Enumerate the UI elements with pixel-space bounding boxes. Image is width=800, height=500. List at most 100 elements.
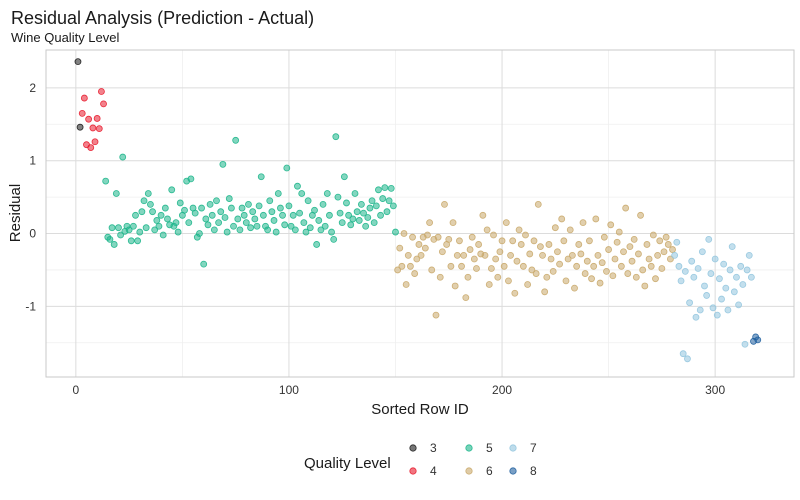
data-point xyxy=(524,281,532,288)
data-point xyxy=(649,231,657,239)
data-point xyxy=(298,190,306,197)
data-point xyxy=(319,200,327,208)
data-point xyxy=(138,208,146,216)
data-point xyxy=(630,235,638,243)
data-point xyxy=(332,133,340,141)
data-point xyxy=(647,262,655,270)
data-point xyxy=(568,251,576,259)
data-point xyxy=(507,251,514,259)
data-point xyxy=(125,226,133,234)
data-point xyxy=(411,270,419,277)
data-point xyxy=(605,246,612,253)
data-point xyxy=(196,230,203,237)
data-point xyxy=(453,251,461,259)
data-point xyxy=(100,100,107,108)
data-point xyxy=(579,219,587,227)
data-point xyxy=(745,251,753,259)
data-point xyxy=(709,304,717,312)
data-point xyxy=(407,262,414,270)
data-point xyxy=(285,202,293,210)
data-point xyxy=(641,282,649,290)
data-point xyxy=(594,251,602,259)
data-point xyxy=(445,235,453,243)
legend-label: 6 xyxy=(486,464,493,478)
chart-subtitle: Wine Quality Level xyxy=(11,30,119,45)
data-point xyxy=(112,190,120,197)
data-point xyxy=(187,175,195,183)
data-point xyxy=(159,231,167,239)
data-point xyxy=(417,251,425,259)
data-point xyxy=(739,281,747,288)
data-point xyxy=(387,184,395,192)
data-point xyxy=(692,313,700,321)
data-point xyxy=(294,182,301,190)
data-point xyxy=(733,273,740,281)
data-point xyxy=(449,219,457,227)
data-point xyxy=(694,265,702,272)
data-point xyxy=(645,255,653,263)
data-point xyxy=(720,260,728,268)
data-point xyxy=(724,306,732,314)
data-point xyxy=(110,241,118,248)
data-point xyxy=(684,355,691,363)
x-axis-title: Sorted Row ID xyxy=(371,401,469,418)
data-point xyxy=(626,243,634,251)
data-point xyxy=(91,138,99,146)
data-point xyxy=(566,226,574,234)
data-point xyxy=(306,224,314,232)
data-point xyxy=(149,208,156,216)
data-point xyxy=(707,270,715,277)
data-point xyxy=(247,224,254,232)
data-point xyxy=(519,262,527,270)
data-point xyxy=(726,266,734,274)
data-point xyxy=(102,177,110,185)
data-point xyxy=(590,262,598,270)
data-point xyxy=(208,211,216,219)
legend-label: 3 xyxy=(430,441,437,455)
legend-label: 8 xyxy=(530,464,537,478)
data-point xyxy=(517,241,525,248)
data-point xyxy=(245,200,252,208)
data-point xyxy=(632,273,640,281)
data-point xyxy=(153,217,161,224)
data-point xyxy=(404,251,412,259)
data-point xyxy=(490,231,497,239)
data-point xyxy=(127,237,135,245)
data-point xyxy=(381,184,389,192)
data-point xyxy=(558,215,566,223)
data-point xyxy=(281,221,289,229)
data-point xyxy=(147,200,154,208)
data-point xyxy=(334,193,342,201)
data-point xyxy=(673,238,681,246)
legend-label: 4 xyxy=(430,464,437,478)
data-point xyxy=(526,250,534,258)
data-point xyxy=(78,109,86,117)
legend-key xyxy=(465,467,473,475)
data-point xyxy=(232,136,240,144)
series-quality-8 xyxy=(750,333,762,345)
data-point xyxy=(413,255,421,263)
data-point xyxy=(662,233,670,241)
data-point xyxy=(581,270,589,277)
data-point xyxy=(268,208,276,216)
data-point xyxy=(652,275,659,283)
y-tick-label: 2 xyxy=(29,81,36,95)
data-point xyxy=(106,235,114,243)
data-point xyxy=(279,211,286,219)
data-point xyxy=(675,262,683,270)
data-point xyxy=(311,206,318,214)
x-tick-label: 300 xyxy=(705,383,725,397)
data-point xyxy=(349,215,357,223)
data-point xyxy=(368,197,376,205)
y-tick-label: 0 xyxy=(29,227,36,241)
data-point xyxy=(551,224,559,232)
data-point xyxy=(200,260,208,268)
data-point xyxy=(741,340,749,348)
data-point xyxy=(142,224,150,232)
data-point xyxy=(600,233,608,241)
data-point xyxy=(656,237,664,245)
data-point xyxy=(234,215,242,223)
data-point xyxy=(313,241,321,248)
data-point xyxy=(537,243,544,251)
data-point xyxy=(511,289,519,297)
